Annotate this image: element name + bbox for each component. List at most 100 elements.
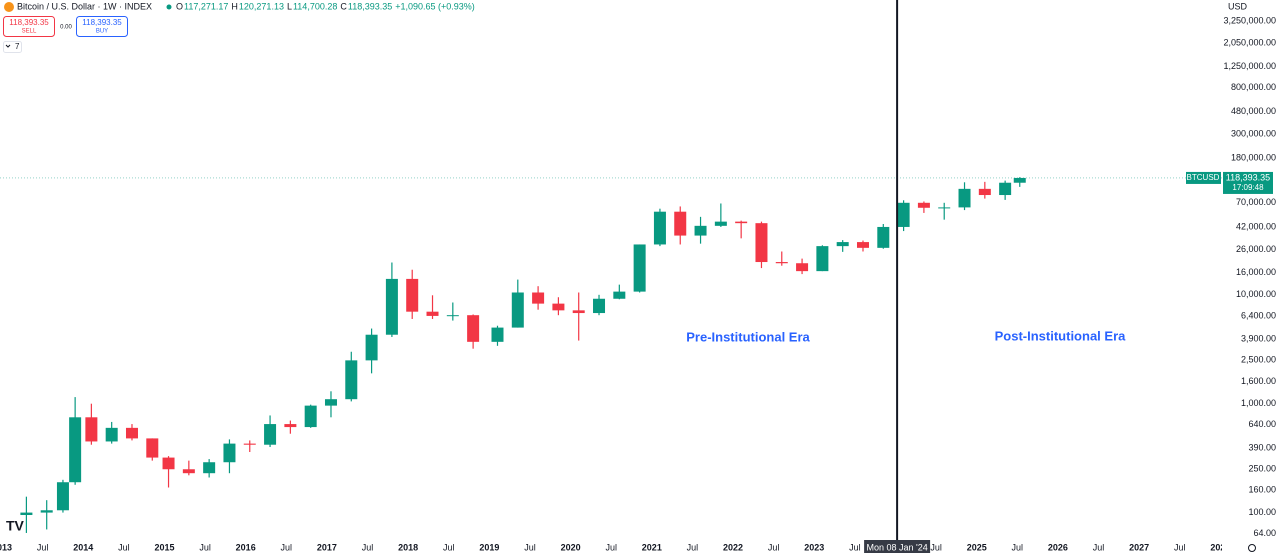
candle-body xyxy=(125,427,138,439)
x-tick-label: Jul xyxy=(930,542,942,552)
y-tick-label: 16,000.00 xyxy=(1236,267,1276,277)
ohlc-key: L xyxy=(287,1,292,11)
x-tick-label: 2013 xyxy=(0,542,12,552)
y-tick-label: 6,400.00 xyxy=(1241,310,1276,320)
ui-layer: Bitcoin / U.S. Dollar · 1W · INDEX O 117,… xyxy=(3,1,475,534)
buy-button[interactable] xyxy=(76,16,128,37)
candle-body xyxy=(917,202,930,208)
candle-body xyxy=(714,221,727,226)
x-tick-label: 2020 xyxy=(561,542,581,552)
y-tick-label: 480,000.00 xyxy=(1231,106,1276,116)
candle-body xyxy=(877,226,890,248)
sell-price[interactable]: 118,393.35 xyxy=(9,18,49,27)
candle-body xyxy=(243,443,256,445)
x-tick-label: 2017 xyxy=(317,542,337,552)
x-tick-label: Jul xyxy=(605,542,617,552)
era-annotation: Pre-Institutional Era xyxy=(686,329,810,344)
x-tick-label: 2026 xyxy=(1048,542,1068,552)
x-tick-label: Jul xyxy=(118,542,130,552)
y-tick-label: 300,000.00 xyxy=(1231,128,1276,138)
indicators-count[interactable]: 7 xyxy=(15,42,20,51)
candle-body xyxy=(446,315,459,317)
y-axis-bg xyxy=(1222,0,1280,553)
candle-body xyxy=(406,278,419,312)
ohlc-value: 120,271.13 xyxy=(239,1,284,11)
candle-body xyxy=(796,263,809,272)
x-tick-label: Jul xyxy=(849,542,861,552)
tv-logo[interactable]: TV xyxy=(6,518,25,534)
candle-body xyxy=(856,242,869,248)
candle-body xyxy=(284,424,297,428)
candle-body xyxy=(182,469,195,474)
x-tick-label: Jul xyxy=(37,542,49,552)
chevron-icon[interactable] xyxy=(5,44,11,48)
candle-body xyxy=(593,298,606,314)
ohlc-value: 118,393.35 xyxy=(348,1,392,11)
y-tick-label: 1,600.00 xyxy=(1241,376,1276,386)
candle-body xyxy=(572,310,585,314)
price-change: +1,090.65 (+0.93%) xyxy=(395,1,475,11)
y-tick-label: 180,000.00 xyxy=(1231,153,1276,163)
x-tick-label: 2018 xyxy=(398,542,418,552)
candle-body xyxy=(674,211,687,236)
sell-label[interactable]: SELL xyxy=(22,29,37,35)
candle-body xyxy=(978,188,991,196)
candle-body xyxy=(146,438,159,458)
buy-price[interactable]: 118,393.35 xyxy=(82,18,122,27)
candle-body xyxy=(162,457,175,470)
candle-body xyxy=(304,405,317,428)
x-tick-label: 2023 xyxy=(804,542,824,552)
buy-label[interactable]: BUY xyxy=(96,29,108,35)
symbol-tag-bg xyxy=(1186,171,1221,184)
x-tick-label: Jul xyxy=(1174,542,1186,552)
market-status xyxy=(166,4,172,10)
y-tick-label: 10,000.00 xyxy=(1236,289,1276,299)
y-tick-label: 26,000.00 xyxy=(1236,244,1276,254)
candle-body xyxy=(324,399,337,406)
x-axis-bg xyxy=(0,540,1280,553)
x-tick-label: Jul xyxy=(281,542,293,552)
ohlc-values: O 117,271.17 H 120,271.13 L 114,700.28 C 118,39… xyxy=(176,1,475,11)
candle-body xyxy=(491,327,504,342)
x-tick-label: Jul xyxy=(768,542,780,552)
candle-body xyxy=(69,417,82,483)
symbol-title: Bitcoin / U.S. Dollar · 1W · INDEX xyxy=(17,1,152,11)
symbol-tag: BTCUSD xyxy=(1187,173,1220,182)
x-tick-label: Jul xyxy=(687,542,699,552)
y-axis: USD 3,250,000.00 2,050,000.00 1,250,000.00 8… xyxy=(1186,0,1280,553)
y-tick-label: 250.00 xyxy=(1248,464,1276,474)
x-tick-label: 2015 xyxy=(154,542,174,552)
y-tick-label: 390.00 xyxy=(1248,443,1276,453)
plot-area: Pre-Institutional Era Post-Institutional … xyxy=(0,0,1222,540)
candle-body xyxy=(613,291,626,299)
price-tag: 118,393.35 xyxy=(1226,172,1270,182)
y-tick-label: 3,250,000.00 xyxy=(1223,16,1276,26)
x-tick-label: Jul xyxy=(362,542,374,552)
y-tick-label: 160.00 xyxy=(1248,485,1276,495)
candle-body xyxy=(223,443,236,463)
x-tick-label: 2027 xyxy=(1129,542,1149,552)
candle-body xyxy=(552,303,565,311)
candle-body xyxy=(345,360,358,400)
candle-body xyxy=(56,482,69,511)
indicators-toggle[interactable] xyxy=(3,41,22,53)
candle-body xyxy=(653,211,666,245)
settings-icon[interactable] xyxy=(1248,544,1256,552)
candle-body xyxy=(511,292,524,328)
crosshair-label-bg xyxy=(864,540,931,553)
y-tick-label: 2,500.00 xyxy=(1241,355,1276,365)
candle-body xyxy=(385,278,398,335)
candle-body xyxy=(836,242,849,247)
y-tick-label: 64.00 xyxy=(1253,528,1276,538)
sell-button[interactable] xyxy=(3,16,55,37)
candle-body xyxy=(755,223,768,263)
symbol-icon xyxy=(4,2,14,12)
ohlc-value: 117,271.17 xyxy=(184,1,228,11)
ohlc-key: O xyxy=(176,1,183,11)
candle-body xyxy=(958,188,971,208)
x-tick-label: 2025 xyxy=(967,542,987,552)
candle-body xyxy=(105,427,118,442)
era-annotation: Post-Institutional Era xyxy=(995,328,1127,343)
candle-body xyxy=(897,202,910,227)
y-tick-label: 1,000.00 xyxy=(1241,398,1276,408)
